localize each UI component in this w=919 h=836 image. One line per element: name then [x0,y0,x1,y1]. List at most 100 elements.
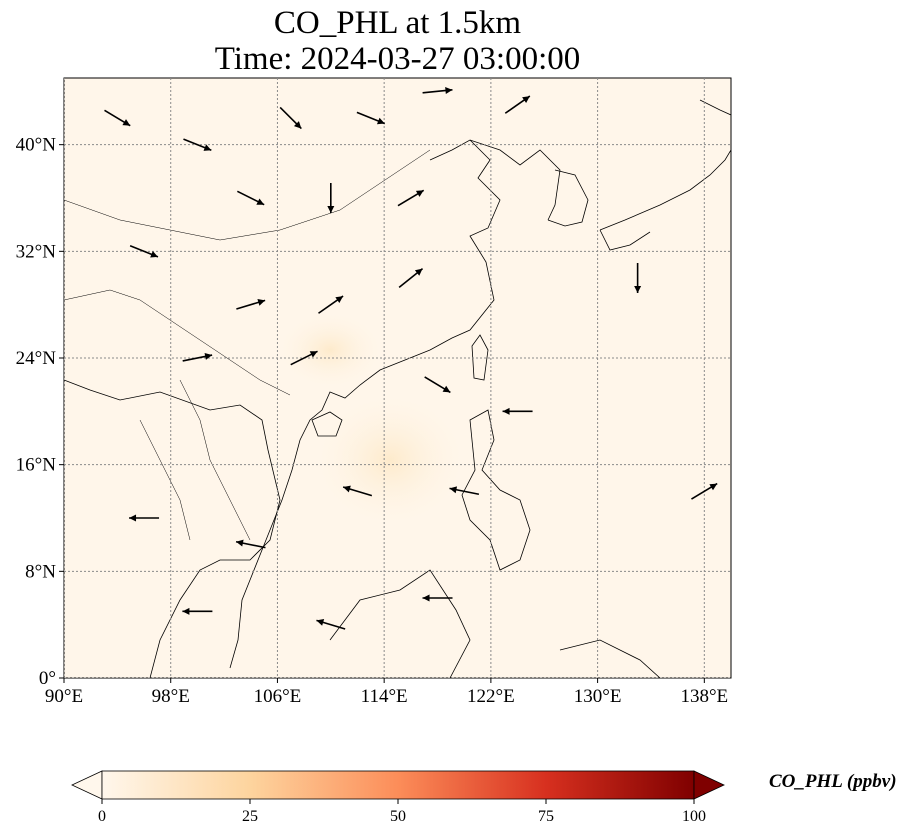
wind-arrow-head [236,539,244,547]
colorbar-extend-low [71,770,103,800]
wind-arrow-head [522,96,530,103]
wind-arrow-head [415,190,424,197]
wind-arrow-head [445,87,453,95]
wind-arrow [182,352,213,362]
wind-arrow [424,376,451,394]
chart-title: CO_PHL at 1.5km [273,5,522,41]
wind-arrow-head [709,483,718,491]
wind-arrow [279,106,302,130]
borneo-coast [329,569,471,678]
colorbar-label: CO_PHL (ppbv) [769,771,897,792]
concentration-field [275,310,470,530]
wind-arrow [422,594,453,602]
wind-arrow [398,268,424,288]
y-tick-label: 40°N [16,135,57,156]
wind-arrow [316,619,346,630]
wind-arrow-head [502,407,510,415]
wind-arrow [422,87,453,95]
newguinea-coast [559,639,661,678]
colorbar-ticks: 0 25 50 75 100 [98,799,706,825]
wind-arrow [502,407,533,415]
x-tick-label: 106°E [254,686,302,707]
wind-arrow-head [257,299,266,306]
wind-arrow-head [309,351,318,358]
wind-arrow-head [203,144,212,151]
gridlines [64,78,731,678]
wind-arrow-head [422,594,430,602]
wind-arrow-head [316,619,325,626]
philippines-coast [461,409,531,571]
hainan-coast [311,411,343,437]
border-line [64,289,291,396]
x-tick-label: 130°E [574,686,622,707]
y-tick-label: 8°N [25,561,56,582]
wind-arrow-head [335,296,344,303]
border-line [139,419,191,541]
wind-arrow [342,485,373,497]
wind-arrow-head [256,198,265,205]
wind-arrow-head [634,286,642,293]
colorbar-tick-label: 75 [538,808,554,825]
wind-vectors [104,87,718,630]
wind-arrow [397,189,425,207]
colorbar-tick-label: 25 [242,808,258,825]
wind-arrow [236,299,266,310]
wind-arrow [449,486,480,496]
wind-arrow-head [150,251,158,258]
wind-arrow-head [343,485,351,493]
x-tick-label: 90°E [45,686,83,707]
wind-arrow [182,607,213,615]
wind-arrow-head [449,486,458,494]
colorbar-body [101,770,695,800]
wind-arrow-head [442,385,451,393]
wind-arrow [183,138,212,151]
china-coast [229,139,501,669]
colorbar-tick-label: 0 [98,808,106,825]
x-tick-label: 114°E [361,686,408,707]
colorbar: 0 25 50 75 100 CO_PHL (ppbv) [71,770,897,825]
country-borders [64,149,431,541]
wind-arrow-head [376,117,385,125]
wind-arrow-head [293,121,302,129]
axes: 90°E 98°E 106°E 114°E 122°E 130°E 138°E 0° 8°N 16… [16,135,729,707]
wind-arrow [327,183,335,213]
wind-arrow [129,245,159,258]
colorbar-tick-label: 50 [390,808,406,825]
border-line [64,149,431,241]
bohai-coast [429,139,561,221]
wind-arrow-head [129,514,137,522]
colorbar-tick-label: 100 [682,808,706,825]
wind-arrow [691,482,718,500]
chart-subtitle-time: Time: 2024-03-27 03:00:00 [214,41,581,77]
wind-arrow [129,514,160,522]
wind-arrow [104,109,131,127]
border-line [179,379,251,541]
wind-arrow-head [414,268,423,276]
korea-coast [547,169,589,227]
x-tick-label: 122°E [467,686,515,707]
wind-arrow [504,95,531,114]
y-tick-label: 0° [39,668,56,689]
plot-area [63,77,732,679]
coastlines [64,99,731,678]
wind-arrow-head [182,607,190,615]
co-plume-secondary [275,310,385,390]
y-tick-label: 24°N [16,348,57,369]
wind-arrow [356,111,386,125]
wind-arrow [634,263,642,293]
y-tick-label: 16°N [16,455,57,476]
wind-arrow-head [327,206,335,213]
x-tick-label: 138°E [680,686,728,707]
mainland-sea-coast [64,379,281,678]
wind-arrow [236,190,265,206]
taiwan-coast [471,334,489,381]
colorbar-extend-high [693,770,725,800]
y-tick-label: 32°N [16,241,57,262]
wind-arrow [235,539,266,549]
wind-arrow [318,295,344,314]
japan-coast [599,99,731,251]
wind-arrow-head [204,352,213,360]
wind-arrow [290,350,318,366]
wind-arrow-head [122,119,131,126]
